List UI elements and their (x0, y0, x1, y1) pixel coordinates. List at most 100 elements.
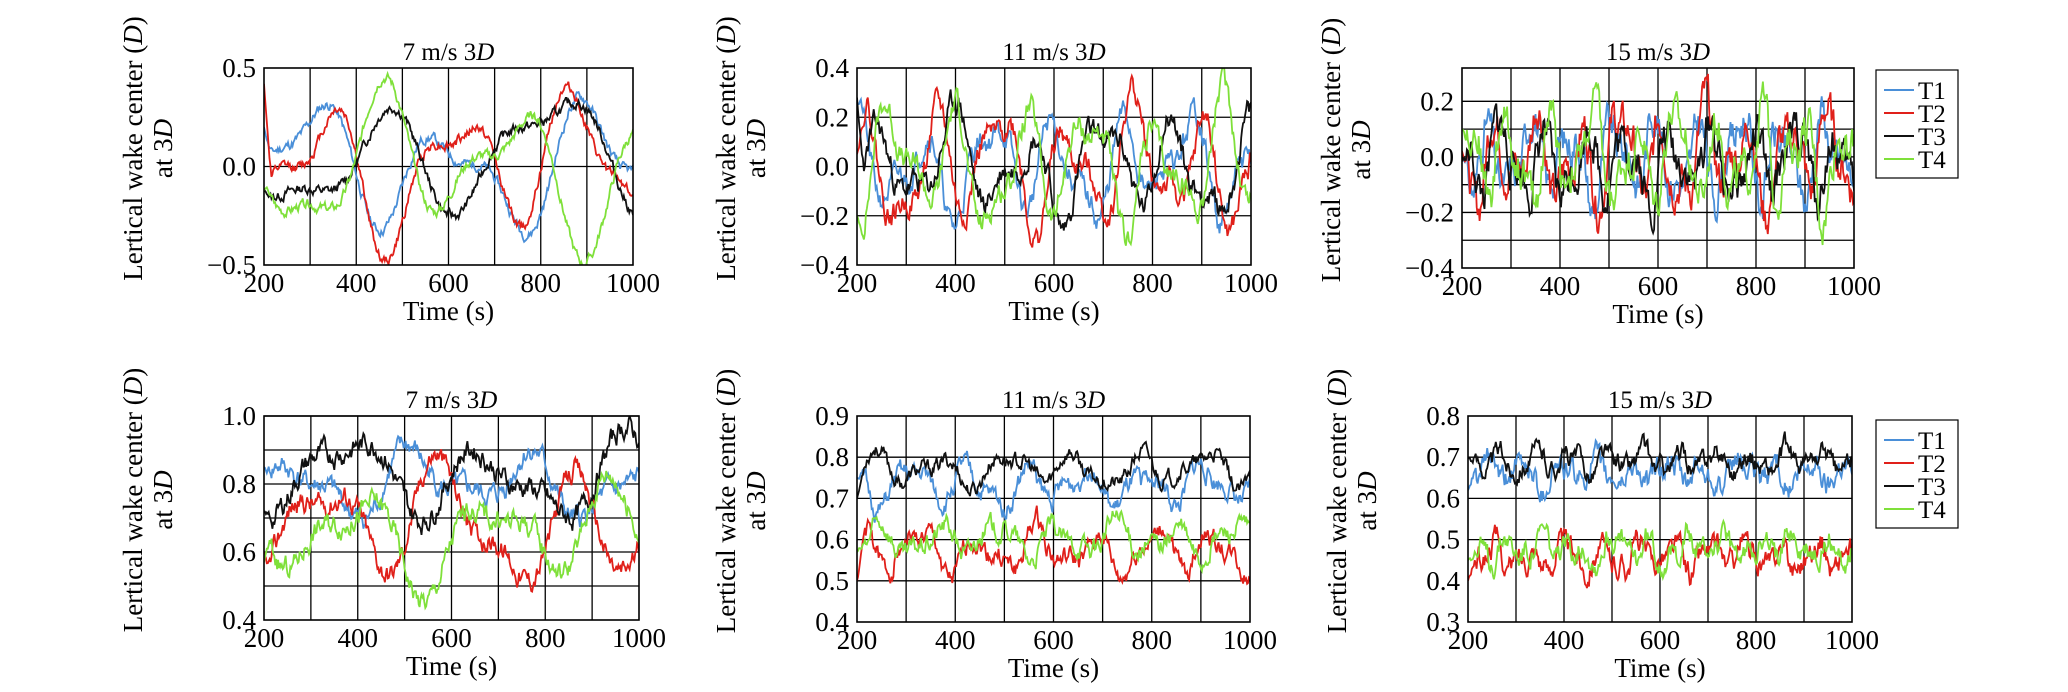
y-axis-label-italic: D (1322, 377, 1352, 398)
series-group (264, 70, 633, 265)
y-tick-label: 0.5 (222, 53, 256, 83)
x-tick-label: 600 (1033, 625, 1074, 655)
y-tick-label: 0.6 (1426, 483, 1460, 513)
x-tick-label: 600 (431, 623, 472, 653)
x-tick-label: 200 (837, 268, 878, 298)
x-tick-label: 800 (1132, 268, 1173, 298)
y-axis-label: Lertical wake center (D) (118, 16, 148, 281)
y-axis-label: Lertical wake center (D) (118, 368, 148, 633)
plot-frame (263, 67, 634, 266)
series-line-t1 (857, 96, 1251, 234)
y-tick-label: 0.5 (1426, 525, 1460, 555)
series-line-t1 (1468, 437, 1852, 503)
chart-title-text: 11 m/s 3 (1002, 387, 1087, 414)
x-tick-label: 600 (1638, 271, 1679, 301)
y-axis-label-italic: D (118, 376, 148, 397)
y-axis-label-line2-italic: D (148, 470, 178, 491)
y-axis-label-line2: at 3D (1346, 120, 1376, 180)
y-tick-label: 0.5 (815, 566, 849, 596)
x-tick-label: 200 (1442, 271, 1483, 301)
y-axis-label-line2-italic: D (741, 118, 771, 139)
y-axis-label: Lertical wake center (D) (711, 16, 741, 281)
y-axis-label-end: ) (711, 369, 741, 378)
y-tick-label: 0.0 (222, 152, 256, 182)
y-tick-label: 0.0 (1420, 142, 1454, 172)
x-tick-label: 1000 (1224, 268, 1278, 298)
x-tick-label: 400 (1544, 625, 1585, 655)
y-axis-label-end: ) (711, 16, 741, 25)
x-axis-label: Time (s) (1614, 653, 1705, 683)
chart-title-text: 15 m/s 3 (1606, 39, 1692, 66)
x-tick-label: 1000 (1825, 625, 1879, 655)
chart-title-text: 7 m/s 3 (403, 39, 477, 66)
x-tick-label: 1000 (1827, 271, 1881, 301)
x-tick-label: 800 (525, 623, 566, 653)
y-tick-label: 0.8 (1426, 401, 1460, 431)
x-tick-label: 1000 (1223, 625, 1277, 655)
series-line-t1 (857, 450, 1250, 523)
y-tick-label: 0.8 (815, 442, 849, 472)
y-tick-label: 0.4 (815, 53, 849, 83)
plot-frame (856, 415, 1251, 623)
x-tick-label: 400 (1540, 271, 1581, 301)
x-tick-label: 1000 (612, 623, 666, 653)
chart-title-italic: D (475, 39, 494, 66)
y-tick-label: 0.3 (1426, 607, 1460, 637)
series-line-t4 (264, 70, 633, 265)
legend-label-t2: T2 (1918, 101, 1946, 128)
chart-title: 11 m/s 3D (1002, 39, 1105, 66)
chart-title-italic: D (1691, 39, 1710, 66)
series-line-t2 (857, 505, 1250, 586)
chart-title-italic: D (1087, 39, 1106, 66)
series-line-t3 (264, 416, 639, 536)
y-axis-label-line2-text: at 3 (741, 138, 771, 178)
x-axis-label: Time (s) (1008, 296, 1099, 326)
x-tick-label: 1000 (606, 268, 660, 298)
y-axis-label-line2: at 3D (741, 118, 771, 178)
series-line-t4 (1462, 81, 1854, 246)
x-tick-label: 800 (521, 268, 562, 298)
y-tick-label: 0.9 (815, 401, 849, 431)
series-group (857, 68, 1251, 248)
legend-label-t1: T1 (1918, 428, 1946, 455)
y-axis-label-line2: at 3D (1352, 471, 1382, 531)
y-axis-label-line2-text: at 3 (1346, 140, 1376, 180)
y-tick-label: −0.5 (207, 250, 256, 280)
series-line-t2 (264, 81, 633, 265)
legend-label-t3: T3 (1918, 474, 1946, 501)
plot-frame (1467, 415, 1853, 623)
plot-frame (263, 415, 640, 621)
series-line-t3 (264, 97, 633, 222)
y-tick-label: 0.8 (222, 469, 256, 499)
chart-title: 15 m/s 3D (1606, 39, 1710, 66)
y-axis-label-end: ) (1316, 18, 1346, 27)
y-axis-label-line2-italic: D (741, 471, 771, 492)
y-tick-label: −0.4 (800, 250, 849, 280)
y-axis-label-end: ) (118, 16, 148, 25)
y-axis-label-line2-italic: D (1346, 120, 1376, 141)
x-tick-label: 600 (428, 268, 469, 298)
x-axis-label: Time (s) (1008, 653, 1099, 683)
series-group (264, 416, 639, 611)
y-tick-label: 0.7 (1426, 442, 1460, 472)
y-axis-label-text: Lertical wake center ( (711, 45, 741, 281)
y-axis-label-end: ) (118, 368, 148, 377)
plot-frame (856, 67, 1252, 266)
y-axis-label-line2-text: at 3 (148, 490, 178, 530)
x-axis-label: Time (s) (1612, 299, 1703, 329)
y-tick-label: 0.4 (222, 605, 256, 635)
y-axis-label-text: Lertical wake center ( (711, 397, 741, 633)
x-tick-label: 200 (837, 625, 878, 655)
y-axis-label-italic: D (711, 25, 741, 46)
x-axis-label: Time (s) (406, 651, 497, 681)
x-axis-label: Time (s) (403, 296, 494, 326)
